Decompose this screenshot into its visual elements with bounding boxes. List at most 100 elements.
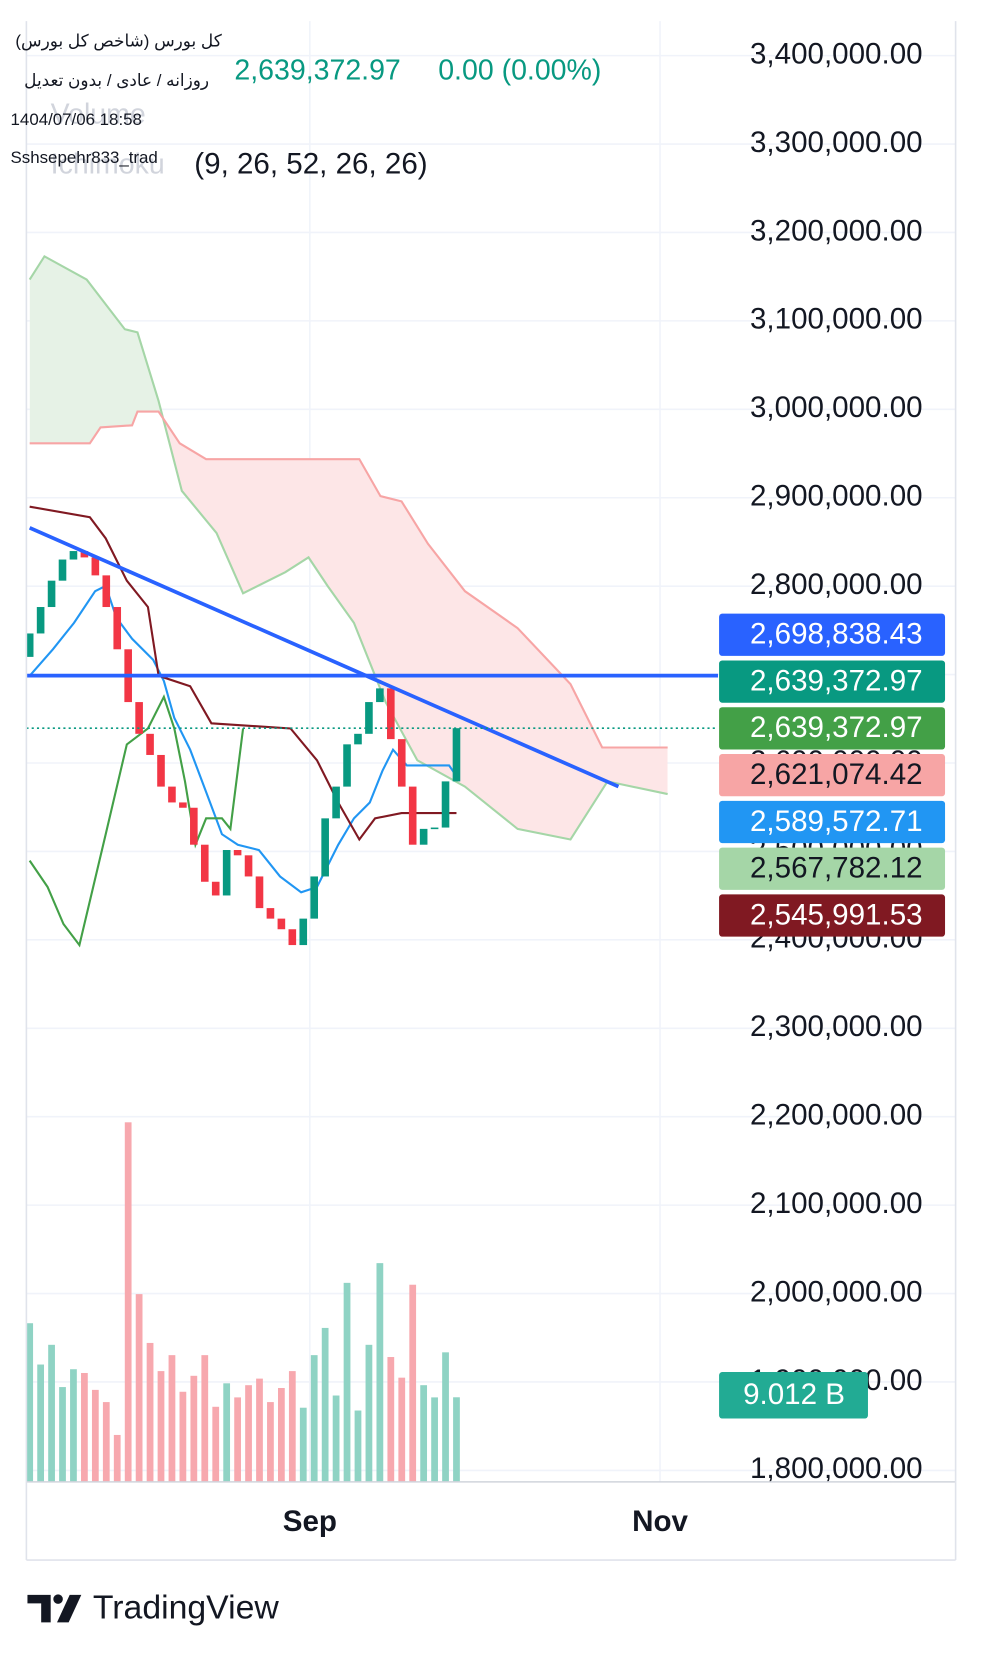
y-tick-label: 2,200,000.00 [750,1099,923,1132]
volume-bar [201,1355,209,1482]
candle-body [233,850,242,856]
y-tick-label: 3,000,000.00 [750,391,923,424]
candle-body [36,607,45,634]
price-tag-label: 2,545,991.53 [750,898,923,931]
volume-bar [81,1372,88,1482]
candle-body [288,929,297,946]
volume-bar [278,1388,285,1482]
x-tick-label: Nov [632,1505,688,1538]
candle-body [146,733,154,755]
candle-body [277,918,286,930]
candle-body [157,754,165,787]
candle-body [343,744,351,787]
logo-t [27,1594,51,1623]
volume-bar [387,1357,395,1482]
y-tick-label: 3,100,000.00 [750,303,923,336]
candle-body [179,802,187,808]
volume-bar [59,1387,66,1482]
candle-body [299,918,308,946]
volume-bar [190,1375,198,1482]
brand-name: TradingView [93,1589,279,1627]
symbol-subtitle: روزانه / عادی / بدون تعدیل [24,71,209,90]
y-tick-label: 2,000,000.00 [750,1275,923,1308]
candle-body [255,876,264,909]
price-tag-label: 2,621,074.42 [750,758,923,791]
candle-body [332,786,340,819]
volume-bar [102,1402,110,1482]
candle-body [441,781,450,828]
candle-body [25,633,34,657]
candle-body [58,559,67,581]
volume-bar [420,1385,428,1482]
y-tick-label: 3,200,000.00 [750,214,923,247]
candle-body [102,575,111,608]
indicator-name: Volume [51,99,146,131]
volume-bar [310,1355,318,1482]
volume-bar [37,1364,45,1482]
candle-body [168,786,176,803]
price-tag-label: 2,589,572.71 [750,805,923,838]
candle-body [113,607,122,650]
candle-body [321,818,329,877]
volume-bar [332,1395,340,1482]
x-tick-label: Sep [283,1505,337,1538]
volume-bar [91,1389,99,1482]
indicator-name: Ichimoku [51,148,165,180]
candle-body [211,881,220,896]
candle-body [200,844,209,882]
volume-bar [124,1122,132,1482]
volume-bar [288,1371,296,1482]
candle-body [430,827,439,830]
price-tag [719,754,946,797]
price-tag-label: 2,639,372.97 [750,664,923,697]
y-tick-label: 2,800,000.00 [750,568,923,601]
volume-bar [299,1407,307,1482]
candle-body [376,688,384,703]
candle-body [190,807,198,845]
price-tag [719,660,946,703]
candle-body [310,876,319,919]
volume-bar [431,1397,438,1482]
tags-layer: 2,698,838.43 2,639,372.97 2,639,372.97 2,62… [719,613,946,1419]
volume-bar [365,1344,373,1482]
y-tick-label: 1,800,000.00 [750,1452,923,1485]
candle-body [387,688,395,740]
y-tick-label: 2,100,000.00 [750,1187,923,1220]
indicator-line [29,505,457,842]
author: Sshsepehr833_trad [11,148,158,167]
timestamp: 1404/07/06 18:58 [11,110,142,129]
last-price: 2,639,372.97 [234,54,400,86]
volume-bar [409,1284,417,1482]
volume-bar [256,1378,263,1482]
volume-bar [267,1402,274,1482]
y-tick-label: 3,300,000.00 [750,126,923,159]
volume-bar [354,1410,362,1482]
volume-bar [48,1344,55,1482]
cloud-span [28,254,668,841]
volume-bar [223,1383,231,1482]
candle-body [244,855,253,877]
indicator-params: (9, 26, 52, 26, 26) [194,148,427,181]
logo-slash [57,1594,82,1623]
candle-body [69,551,78,560]
candle-body [47,580,56,608]
candle-body [266,908,275,919]
brand-logo [27,1594,82,1623]
logo-dot [53,1594,63,1604]
candle-body [365,702,373,734]
data-layer [25,254,719,1482]
volume-bar [26,1323,34,1482]
volume-bar [135,1294,143,1482]
cloud-span [29,410,668,749]
price-tag-label: 2,698,838.43 [750,618,923,651]
candle-body [452,728,461,782]
volume-bar [245,1385,252,1482]
volume-bar [113,1434,121,1482]
volume-bar [453,1397,460,1482]
price-tag-label: 2,639,372.97 [750,711,923,744]
price-tag [719,613,946,656]
price-tag [719,707,946,750]
candle-body [222,850,231,896]
